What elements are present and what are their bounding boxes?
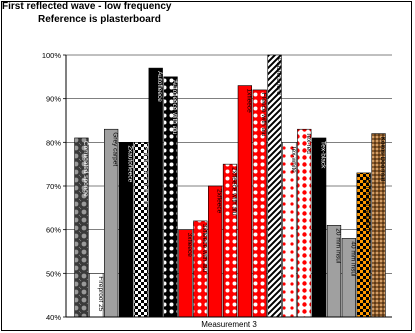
y-tick-label: 100% [42, 51, 62, 60]
bar-label: Grey carpet [112, 132, 119, 166]
y-tick-label: 60% [46, 226, 61, 235]
bars [74, 54, 386, 318]
y-tick-label: 40% [46, 313, 61, 322]
bar-label: 2xfleece [216, 189, 223, 214]
bar-label: Corrugated sponge [82, 141, 89, 197]
bar-label: 3xfleece [186, 233, 193, 258]
bar-label: Fireproof 25 [97, 276, 104, 311]
bar-label: 3xfleece with alu [201, 224, 208, 272]
y-tick-label: 50% [46, 269, 61, 278]
bar-label: Tex-black [320, 141, 327, 169]
bar-label: Fleece with alu [260, 93, 267, 137]
y-tick-label: 80% [46, 138, 61, 147]
bar-label: 2xautofleece [127, 145, 134, 182]
bar-label: 2xautofleece with alu [141, 145, 148, 206]
y-tick-label: 90% [46, 95, 61, 104]
bar [148, 67, 163, 318]
bar [237, 85, 252, 318]
y-axis: 40% 50% 60% 70% 80% 90% 100% [42, 51, 392, 322]
bar-label: 25 mm cornerboard [364, 176, 371, 233]
bar [297, 128, 312, 318]
bar-labels: Corrugated sponge Fireproof 25 Grey carpet… [82, 58, 386, 312]
chart-subtitle: Reference is plasterboard [38, 14, 161, 25]
bar-label: 1xfleece [245, 89, 252, 114]
bar-label: 20 mm insul [335, 228, 342, 264]
bar-label: 2xfleece with alu [231, 167, 238, 215]
y-tick-label: 70% [46, 182, 61, 191]
bar-label: Tex-red [305, 132, 312, 154]
bar-label: Autofleece [156, 71, 163, 102]
x-axis-label: Measurement 3 [201, 320, 257, 329]
bar-label: Autofleece with alu [171, 80, 178, 135]
bar-label: Kokos Doormat [379, 137, 386, 182]
bar-label: Plasterboard [275, 58, 282, 95]
bar-label: 40 mm insul [349, 241, 356, 277]
bar-label: Tex-white [290, 145, 297, 173]
chart-title: First reflected wave - low frequency [2, 1, 172, 12]
